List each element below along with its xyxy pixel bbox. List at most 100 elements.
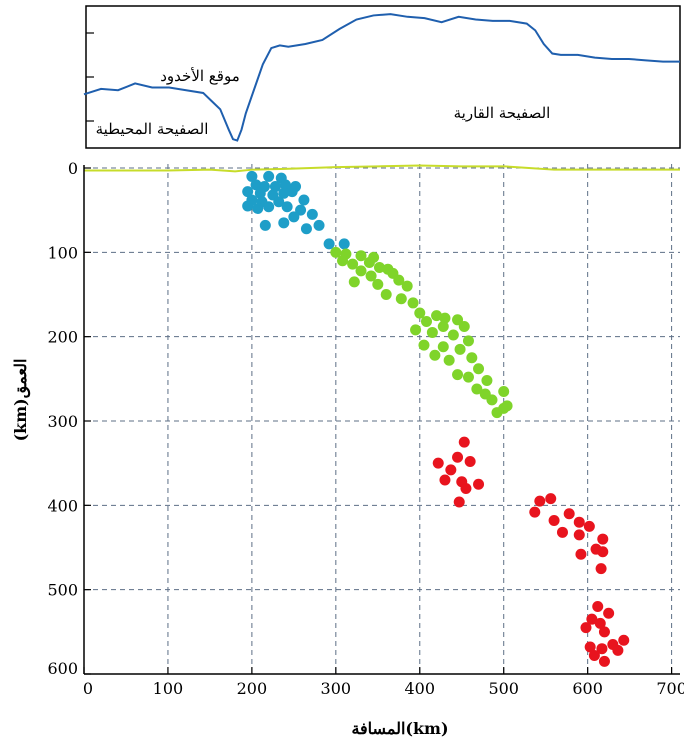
earthquake-point (452, 451, 464, 463)
x-tick-label: 700 (656, 679, 684, 698)
earthquake-point (363, 256, 375, 268)
earthquake-point (588, 649, 600, 661)
earthquake-point (445, 464, 457, 476)
x-tick-label: 400 (405, 679, 436, 698)
earthquake-point (278, 217, 290, 229)
y-tick-label: 300 (47, 412, 78, 431)
earthquake-point (603, 607, 615, 619)
earthquake-point (460, 482, 472, 494)
earthquake-point (365, 270, 377, 282)
earthquake-point (437, 321, 449, 333)
earthquake-point (596, 643, 608, 655)
earthquake-point (263, 201, 275, 213)
x-tick-label: 100 (153, 679, 184, 698)
earthquake-point (337, 255, 349, 267)
surface-line (84, 164, 680, 173)
earthquake-point (242, 200, 254, 212)
earthquake-point (458, 321, 470, 333)
earthquake-point (254, 187, 266, 199)
earthquake-point (431, 310, 443, 322)
earthquake-point (432, 457, 444, 469)
earthquake-point (426, 326, 438, 338)
earthquake-point (573, 516, 585, 528)
topography-line (83, 13, 680, 142)
earthquake-point (355, 265, 367, 277)
earthquake-point (250, 179, 262, 191)
earthquake-point (594, 617, 606, 629)
grid (84, 164, 680, 674)
y-axis-label: العمق(km) (11, 359, 31, 442)
oceanic-plate-label: الصفيحة المحيطية (96, 120, 209, 138)
y-tick-label: 100 (47, 243, 78, 262)
x-axis-label: (km)المسافة (351, 719, 448, 738)
earthquake-point (473, 478, 485, 490)
earthquake-point (481, 375, 493, 387)
y-tick-label: 500 (47, 581, 78, 600)
earthquake-point (393, 274, 405, 286)
earthquake-point (464, 455, 476, 467)
topography-panel: موقع الأخدود الصفيحة المحيطية الصفيحة ال… (83, 5, 681, 149)
y-tick-label: 600 (47, 659, 78, 678)
earthquake-point (498, 385, 510, 397)
earthquake-point (330, 246, 342, 258)
earthquake-point (529, 506, 541, 518)
earthquake-point (246, 170, 258, 182)
y-tick-labels: 0 100 200 300 400 500 600 (47, 159, 91, 678)
earthquake-point (573, 529, 585, 541)
earthquake-point (395, 293, 407, 305)
earthquake-point (263, 170, 275, 182)
earthquake-point (583, 520, 595, 532)
earthquake-point (439, 312, 451, 324)
earthquake-point (580, 622, 592, 634)
y-tick-label: 0 (68, 159, 78, 178)
earthquake-point (447, 329, 459, 341)
earthquake-point (279, 179, 291, 191)
earthquake-point (380, 289, 392, 300)
y-tick-label: 200 (47, 328, 78, 347)
earthquake-point (338, 238, 350, 250)
earthquake-point (501, 400, 513, 412)
earthquake-point (462, 335, 474, 347)
earthquake-point (471, 383, 483, 395)
topography-frame (85, 5, 681, 149)
earthquake-point (548, 515, 560, 527)
earthquake-point (273, 196, 285, 208)
trench-location-label: موقع الأخدود (160, 67, 240, 85)
earthquake-point (407, 297, 419, 309)
earthquake-point (598, 626, 610, 638)
earthquake-point (466, 352, 478, 364)
earthquake-point (348, 276, 360, 288)
earthquake-point (556, 526, 568, 538)
earthquake-point (306, 208, 318, 220)
earthquake-point (372, 278, 384, 290)
earthquake-point (420, 315, 432, 327)
earthquake-point (269, 181, 281, 193)
earthquake-point (534, 495, 546, 507)
earthquake-point (473, 363, 485, 375)
earthquake-point (281, 201, 293, 213)
earthquake-point (242, 186, 254, 198)
earthquake-point (545, 493, 557, 505)
earthquake-point (439, 474, 451, 486)
earthquake-point (612, 644, 624, 656)
earthquake-points (242, 170, 630, 667)
earthquake-point (298, 194, 310, 206)
earthquake-point (286, 186, 298, 198)
continental-plate-label: الصفيحة القارية (454, 104, 551, 122)
earthquake-point (278, 187, 290, 199)
earthquake-point (452, 369, 464, 381)
earthquake-point (401, 280, 413, 292)
x-tick-label: 600 (572, 679, 603, 698)
x-tick-label: 500 (488, 679, 519, 698)
x-tick-label: 0 (83, 679, 93, 698)
x-tick-label: 200 (237, 679, 268, 698)
earthquake-point (486, 394, 498, 406)
earthquake-point (429, 349, 441, 361)
earthquake-point (452, 314, 464, 326)
earthquake-point (443, 354, 455, 366)
earthquake-point (597, 546, 609, 558)
x-tick-label: 300 (321, 679, 352, 698)
earthquake-point (295, 204, 307, 216)
x-tick-labels: 0 100 200 300 400 500 600 700 (83, 667, 684, 698)
earthquake-point (418, 339, 430, 351)
